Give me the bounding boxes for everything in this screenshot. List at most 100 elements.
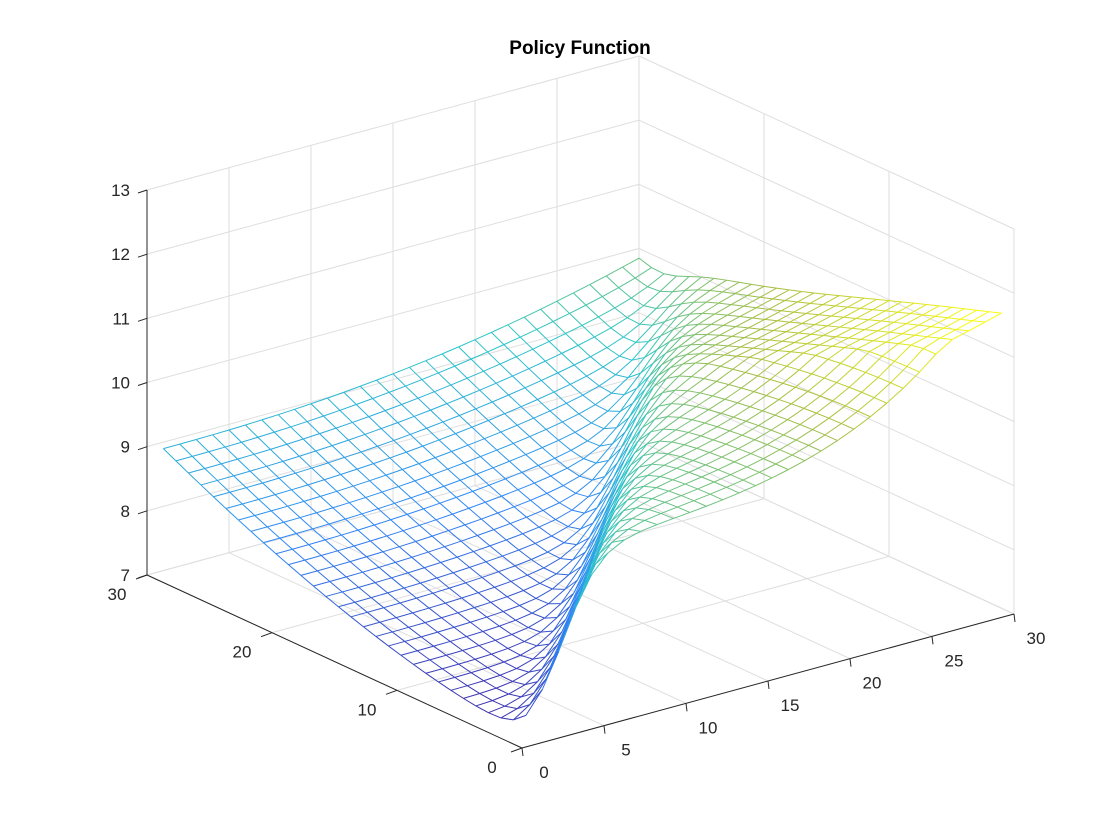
mesh-segment — [972, 320, 986, 323]
backwall-y-grid-z — [146, 312, 640, 448]
mesh-segment — [383, 602, 401, 609]
mesh-segment — [598, 307, 616, 318]
mesh-segment — [610, 317, 628, 329]
mesh-segment — [556, 573, 569, 576]
mesh-segment — [460, 540, 474, 552]
mesh-segment — [790, 343, 808, 353]
mesh-segment — [865, 355, 883, 373]
mesh-segment — [270, 443, 287, 450]
mesh-segment — [482, 631, 496, 641]
mesh-segment — [688, 471, 702, 478]
mesh-segment — [618, 287, 632, 299]
mesh-segment — [300, 575, 314, 587]
mesh-segment — [504, 705, 518, 710]
x-tick-label: 15 — [781, 696, 800, 715]
mesh-segment — [332, 502, 350, 509]
mesh-segment — [724, 398, 738, 404]
mesh-segment — [772, 289, 790, 300]
mesh-segment — [803, 352, 816, 356]
mesh-segment — [906, 323, 919, 326]
mesh-segment — [450, 685, 468, 691]
mesh-segment — [283, 517, 301, 523]
mesh-segment — [667, 416, 680, 418]
mesh-segment — [698, 313, 716, 325]
mesh-segment — [726, 279, 740, 283]
mesh-segment — [454, 358, 472, 367]
mesh-segment — [471, 420, 489, 428]
mesh-segment — [421, 379, 435, 393]
mesh-segment — [890, 366, 908, 384]
mesh-segment — [382, 546, 400, 553]
mesh-segment — [474, 339, 488, 353]
mesh-segment — [584, 492, 602, 514]
mesh-segment — [529, 678, 547, 705]
mesh-segment — [370, 597, 385, 609]
mesh-segment — [627, 372, 641, 379]
mesh-segment — [510, 516, 527, 525]
mesh-segment — [894, 360, 908, 367]
mesh-segment — [529, 428, 547, 438]
mesh-segment — [795, 386, 808, 392]
mesh-segment — [446, 396, 464, 405]
mesh-segment — [984, 312, 1002, 323]
mesh-segment — [496, 442, 514, 451]
mesh-segment — [652, 341, 670, 364]
mesh-segment — [485, 561, 499, 573]
mesh-segment — [590, 347, 608, 358]
mesh-segment — [603, 411, 621, 430]
mesh-segment — [704, 412, 722, 424]
mesh-segment — [335, 421, 353, 429]
mesh-segment — [502, 549, 519, 557]
mesh-segment — [935, 315, 948, 319]
mesh-segment — [669, 354, 688, 369]
mesh-segment — [569, 383, 584, 396]
mesh-segment — [556, 593, 574, 618]
mesh-segment — [535, 588, 553, 599]
mesh-segment — [809, 293, 827, 304]
mesh-segment — [782, 382, 796, 388]
mesh-segment — [242, 498, 259, 505]
mesh-segment — [539, 573, 557, 584]
mesh-segment — [494, 586, 508, 598]
mesh-segment — [701, 469, 719, 478]
mesh-segment — [512, 375, 526, 389]
mesh-segment — [470, 358, 484, 372]
mesh-segment — [596, 492, 610, 509]
mesh-segment — [855, 309, 873, 319]
mesh-segment — [493, 529, 507, 541]
mesh-segment — [657, 357, 675, 377]
mesh-segment — [383, 607, 397, 618]
mesh-segment — [791, 391, 809, 405]
mesh-segment — [619, 388, 638, 412]
mesh-segment — [626, 466, 640, 478]
mesh-segment — [688, 422, 705, 433]
mesh-segment — [365, 497, 379, 510]
mesh-segment — [442, 346, 459, 355]
mesh-segment — [496, 681, 513, 689]
mesh-segment — [519, 597, 537, 606]
mesh-segment — [701, 276, 715, 279]
mesh-segment — [662, 375, 680, 394]
mesh-segment — [363, 626, 377, 637]
mesh-segment — [441, 617, 455, 628]
mesh-segment — [488, 484, 502, 497]
z-tick — [137, 317, 148, 322]
mesh-segment — [922, 314, 936, 317]
x-tick-label: 10 — [699, 718, 718, 737]
mesh-segment — [839, 326, 853, 329]
mesh-segment — [720, 365, 733, 370]
mesh-segment — [523, 590, 537, 599]
mesh-segment — [479, 687, 497, 695]
mesh-segment — [599, 443, 613, 447]
mesh-segment — [360, 451, 374, 464]
mesh-segment — [399, 602, 413, 614]
mesh-segment — [703, 343, 716, 346]
mesh-segment — [453, 566, 470, 574]
mesh-segment — [395, 617, 410, 628]
mesh-segment — [324, 474, 341, 481]
mesh-segment — [549, 410, 563, 423]
mesh-segment — [373, 524, 388, 537]
mesh-segment — [626, 455, 644, 478]
mesh-segment — [349, 556, 367, 563]
mesh-segment — [741, 375, 759, 389]
